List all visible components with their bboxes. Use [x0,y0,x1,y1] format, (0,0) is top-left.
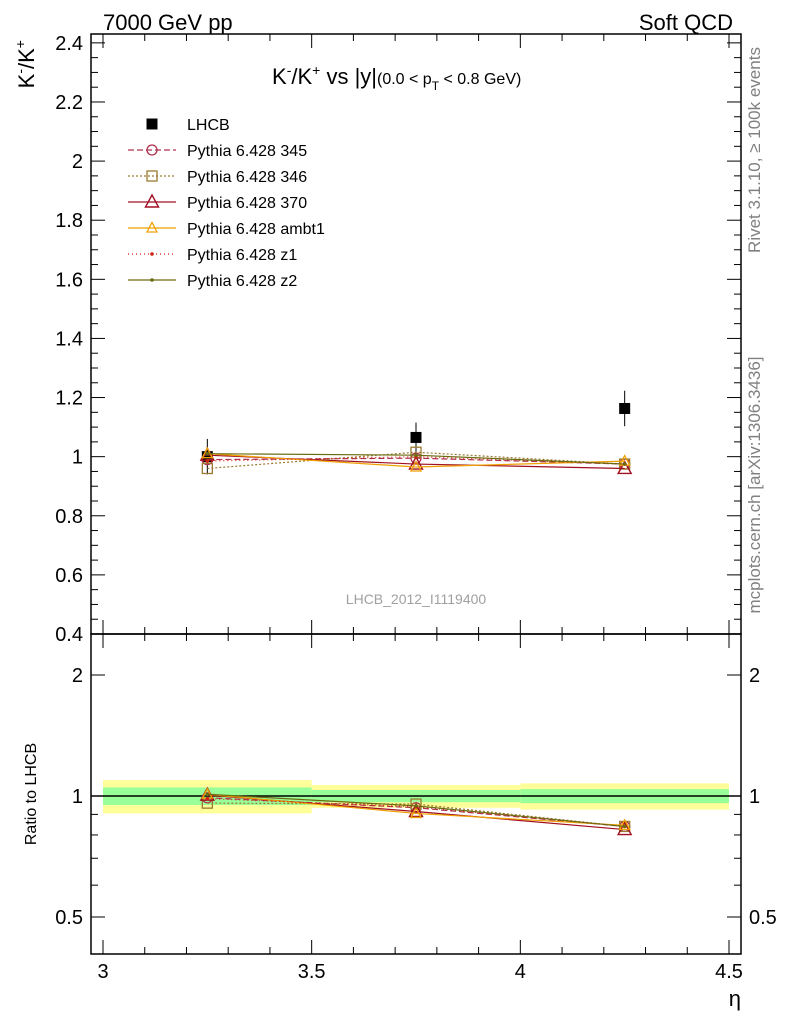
series-point-z1 [205,459,210,463]
series-point-p370 [408,455,424,470]
legend-label-p346: Pythia 6.428 346 [187,169,307,186]
x-tick-label: 3.5 [298,961,326,983]
y-tick-label: 1.2 [55,388,83,410]
legend-marker-p345 [146,144,158,156]
legend-label-p370: Pythia 6.428 370 [187,195,307,212]
series-point-p345 [410,452,422,464]
series-point-z2 [622,462,627,466]
side-label-mcplots: mcplots.cern.ch [arXiv:1306.3436] [745,356,764,613]
lhcb-data-point [201,451,213,463]
legend-label-z1: Pythia 6.428 z1 [187,247,297,264]
ratio-y-tick-labels: 0.5 0.5 1 1 2 2 [55,665,777,929]
main-series-layer [199,390,633,475]
ratio-axis-ticks [91,634,741,954]
lhcb-data-point [410,431,422,443]
ratio-y-tick-label-right: 0.5 [749,907,777,929]
ratio-point-z1 [205,796,210,801]
series-point-p346 [201,462,213,475]
main-y-axis-label: K-/K+ [12,40,39,88]
ratio-panel: 0.5 0.5 1 1 2 2 Ratio to LHCB 3 3.5 4 4.5 η [23,633,777,1011]
chart-title: K-/K+ vs |y|(0.0 < pT < 0.8 GeV) [272,62,521,93]
y-tick-label: 1 [72,447,83,469]
ratio-point-ambt1 [409,806,423,819]
ratio-series-layer [199,786,633,836]
series-point-p370 [616,460,633,475]
x-tick-label: 4.5 [715,961,743,983]
header-right: Soft QCD [639,10,733,35]
legend-label-p345: Pythia 6.428 345 [187,143,307,160]
ratio-point-z2 [414,804,418,808]
side-label-rivet: Rivet 3.1.10, ≥ 100k events [745,47,764,253]
ratio-y-tick-label-right: 2 [749,665,760,687]
analysis-watermark: LHCB_2012_I1119400 [346,591,487,607]
y-tick-label: 2 [72,151,83,173]
series-line-ambt1 [207,453,625,468]
y-tick-label: 1.8 [55,210,83,232]
legend-marker-lhcb [146,118,158,130]
header-left: 7000 GeV pp [103,10,233,35]
legend-label-ambt1: Pythia 6.428 ambt1 [187,221,325,238]
ratio-y-tick-label-right: 1 [749,786,760,808]
ratio-point-z2 [622,824,627,829]
y-tick-label: 1.6 [55,269,83,291]
legend-marker-p346 [146,170,158,182]
ratio-y-tick-label: 2 [72,665,83,687]
legend: LHCB Pythia 6.428 345 Pythia 6.428 346 Pyth… [128,117,325,290]
ratio-point-ambt1 [618,818,631,831]
x-tick-label: 4 [515,961,526,983]
series-point-z2 [414,453,418,457]
series-point-z2 [205,451,210,456]
series-point-ambt1 [409,460,423,472]
ratio-point-p370 [408,803,424,818]
y-tick-label: 1.4 [55,328,83,350]
ratio-point-p370 [616,821,633,836]
legend-marker-ambt1 [145,221,159,233]
main-panel: 0.4 0.6 0.8 1 1.2 1.4 1.6 1.8 2 2.2 2.4 K-/K+ vs |… [12,33,742,646]
ratio-line-ambt1 [207,793,625,826]
y-tick-label: 2.2 [55,92,83,114]
main-y-tick-labels: 0.4 0.6 0.8 1 1.2 1.4 1.6 1.8 2 2.2 2.4 [55,33,83,646]
series-line-p346 [207,451,625,470]
main-axis-ticks [91,34,741,635]
ratio-y-tick-label: 1 [72,786,83,808]
y-tick-label: 0.8 [55,506,83,528]
legend-marker-z1 [150,252,154,256]
ratio-frame [90,633,742,955]
x-tick-labels: 3 3.5 4 4.5 [97,961,742,983]
y-tick-label: 0.6 [55,565,83,587]
x-tick-label: 3 [97,961,108,983]
y-tick-label: 2.4 [55,33,83,55]
lhcb-data-point [619,402,631,414]
ratio-y-axis-label: Ratio to LHCB [23,743,40,845]
legend-marker-z2 [150,278,154,282]
ratio-y-tick-label: 0.5 [55,907,83,929]
legend-label-z2: Pythia 6.428 z2 [187,273,297,290]
ratio-point-z2 [205,792,210,797]
y-tick-label: 0.4 [55,624,83,646]
legend-marker-p370 [144,193,160,208]
x-axis-label: η [729,986,741,1011]
legend-label-lhcb: LHCB [187,117,230,134]
series-point-ambt1 [201,446,214,459]
